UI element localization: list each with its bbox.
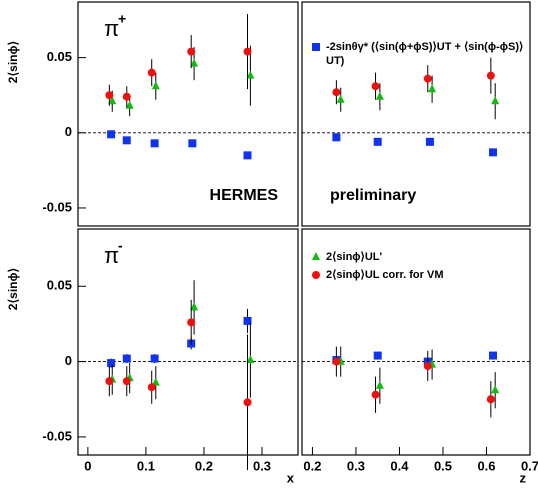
circle-marker	[122, 92, 131, 101]
panel-label-sup: +	[118, 11, 126, 27]
triangle-marker	[246, 355, 255, 364]
panel-frame	[77, 228, 299, 456]
tag-label: preliminary	[330, 187, 416, 204]
circle-marker	[371, 390, 380, 399]
square-marker	[188, 139, 197, 148]
legend-entry: 2⟨sinϕ⟩UL'	[326, 251, 383, 263]
x-tick-label: 0.2	[195, 458, 213, 473]
triangle-marker	[190, 58, 199, 67]
x-tick-label: 0.3	[253, 458, 271, 473]
square-marker	[150, 139, 159, 148]
circle-marker	[423, 362, 432, 371]
y-tick-label: 0	[65, 353, 72, 368]
x-axis-label: x	[287, 470, 295, 485]
square-marker	[150, 354, 159, 363]
legend-entry: -2sinθγ* (⟨sin(ϕ+ϕS)⟩UT + ⟨sin(ϕ-ϕS)⟩UT)	[326, 41, 524, 67]
circle-marker	[423, 74, 432, 83]
circle-marker	[332, 357, 341, 366]
x-tick-label: 0.2	[303, 458, 321, 473]
square-marker	[489, 148, 498, 157]
x-tick-label: 0.7	[521, 458, 538, 473]
triangle-marker	[246, 70, 255, 79]
circle-marker	[105, 377, 114, 386]
circle-marker	[147, 68, 156, 77]
triangle-marker	[151, 377, 160, 386]
triangle-marker	[491, 96, 500, 105]
y-tick-label: 0.05	[47, 278, 72, 293]
triangle-marker	[151, 81, 160, 90]
square-marker	[122, 136, 131, 145]
panel-frame	[77, 1, 299, 227]
panel-label: π	[104, 243, 119, 268]
circle-marker	[371, 82, 380, 91]
legend-label: 2⟨sinϕ⟩UL'	[326, 251, 383, 263]
triangle-marker	[491, 385, 500, 394]
panel-frame	[301, 228, 531, 456]
panel-frame	[301, 1, 531, 227]
triangle-marker	[190, 302, 199, 311]
panel-label: π	[104, 16, 119, 41]
square-marker	[373, 351, 382, 360]
panel-label-sup: -	[118, 238, 123, 254]
square-marker	[373, 137, 382, 146]
triangle-marker	[336, 94, 345, 103]
circle-marker	[187, 318, 196, 327]
circle-marker	[486, 395, 495, 404]
y-tick-label: 0.05	[47, 49, 72, 64]
square-marker	[107, 359, 116, 368]
triangle-marker	[375, 91, 384, 100]
x-tick-label: 0.6	[477, 458, 495, 473]
triangle-marker	[312, 252, 320, 260]
x-tick-label: 0.4	[390, 458, 409, 473]
y-tick-label: 0	[65, 124, 72, 139]
circle-marker	[122, 377, 131, 386]
y-axis-label: 2⟨sinϕ⟩	[6, 268, 20, 310]
legend-label: -2sinθγ* (⟨sin(ϕ+ϕS)⟩UT + ⟨sin(ϕ-ϕS)⟩UT)	[326, 41, 524, 67]
square-marker	[243, 151, 252, 160]
square-marker	[489, 351, 498, 360]
x-tick-label: 0	[84, 458, 91, 473]
tag-label: HERMES	[210, 187, 279, 204]
circle-marker	[243, 47, 252, 56]
circle-marker	[187, 47, 196, 56]
triangle-marker	[125, 100, 134, 109]
legend-label: 2⟨sinϕ⟩UL corr. for VM	[326, 269, 444, 281]
x-axis-label: z	[520, 470, 527, 485]
square-marker	[312, 43, 320, 51]
x-tick-label: 0.3	[347, 458, 365, 473]
x-tick-label: 0.5	[434, 458, 452, 473]
circle-marker	[147, 383, 156, 392]
circle-marker	[312, 271, 320, 279]
square-marker	[243, 316, 252, 325]
square-marker	[107, 130, 116, 139]
circle-marker	[486, 71, 495, 80]
square-marker	[122, 354, 131, 363]
square-marker	[425, 137, 434, 146]
y-axis-label: 2⟨sinϕ⟩	[6, 41, 20, 83]
triangle-marker	[428, 84, 437, 93]
circle-marker	[105, 91, 114, 100]
circle-marker	[243, 398, 252, 407]
y-tick-label: -0.05	[42, 199, 72, 214]
circle-marker	[332, 88, 341, 97]
triangle-marker	[375, 380, 384, 389]
x-tick-label: 0.1	[137, 458, 155, 473]
legend-entry: 2⟨sinϕ⟩UL corr. for VM	[326, 269, 444, 281]
y-tick-label: -0.05	[42, 428, 72, 443]
square-marker	[332, 133, 341, 142]
triangle-marker	[108, 96, 117, 105]
